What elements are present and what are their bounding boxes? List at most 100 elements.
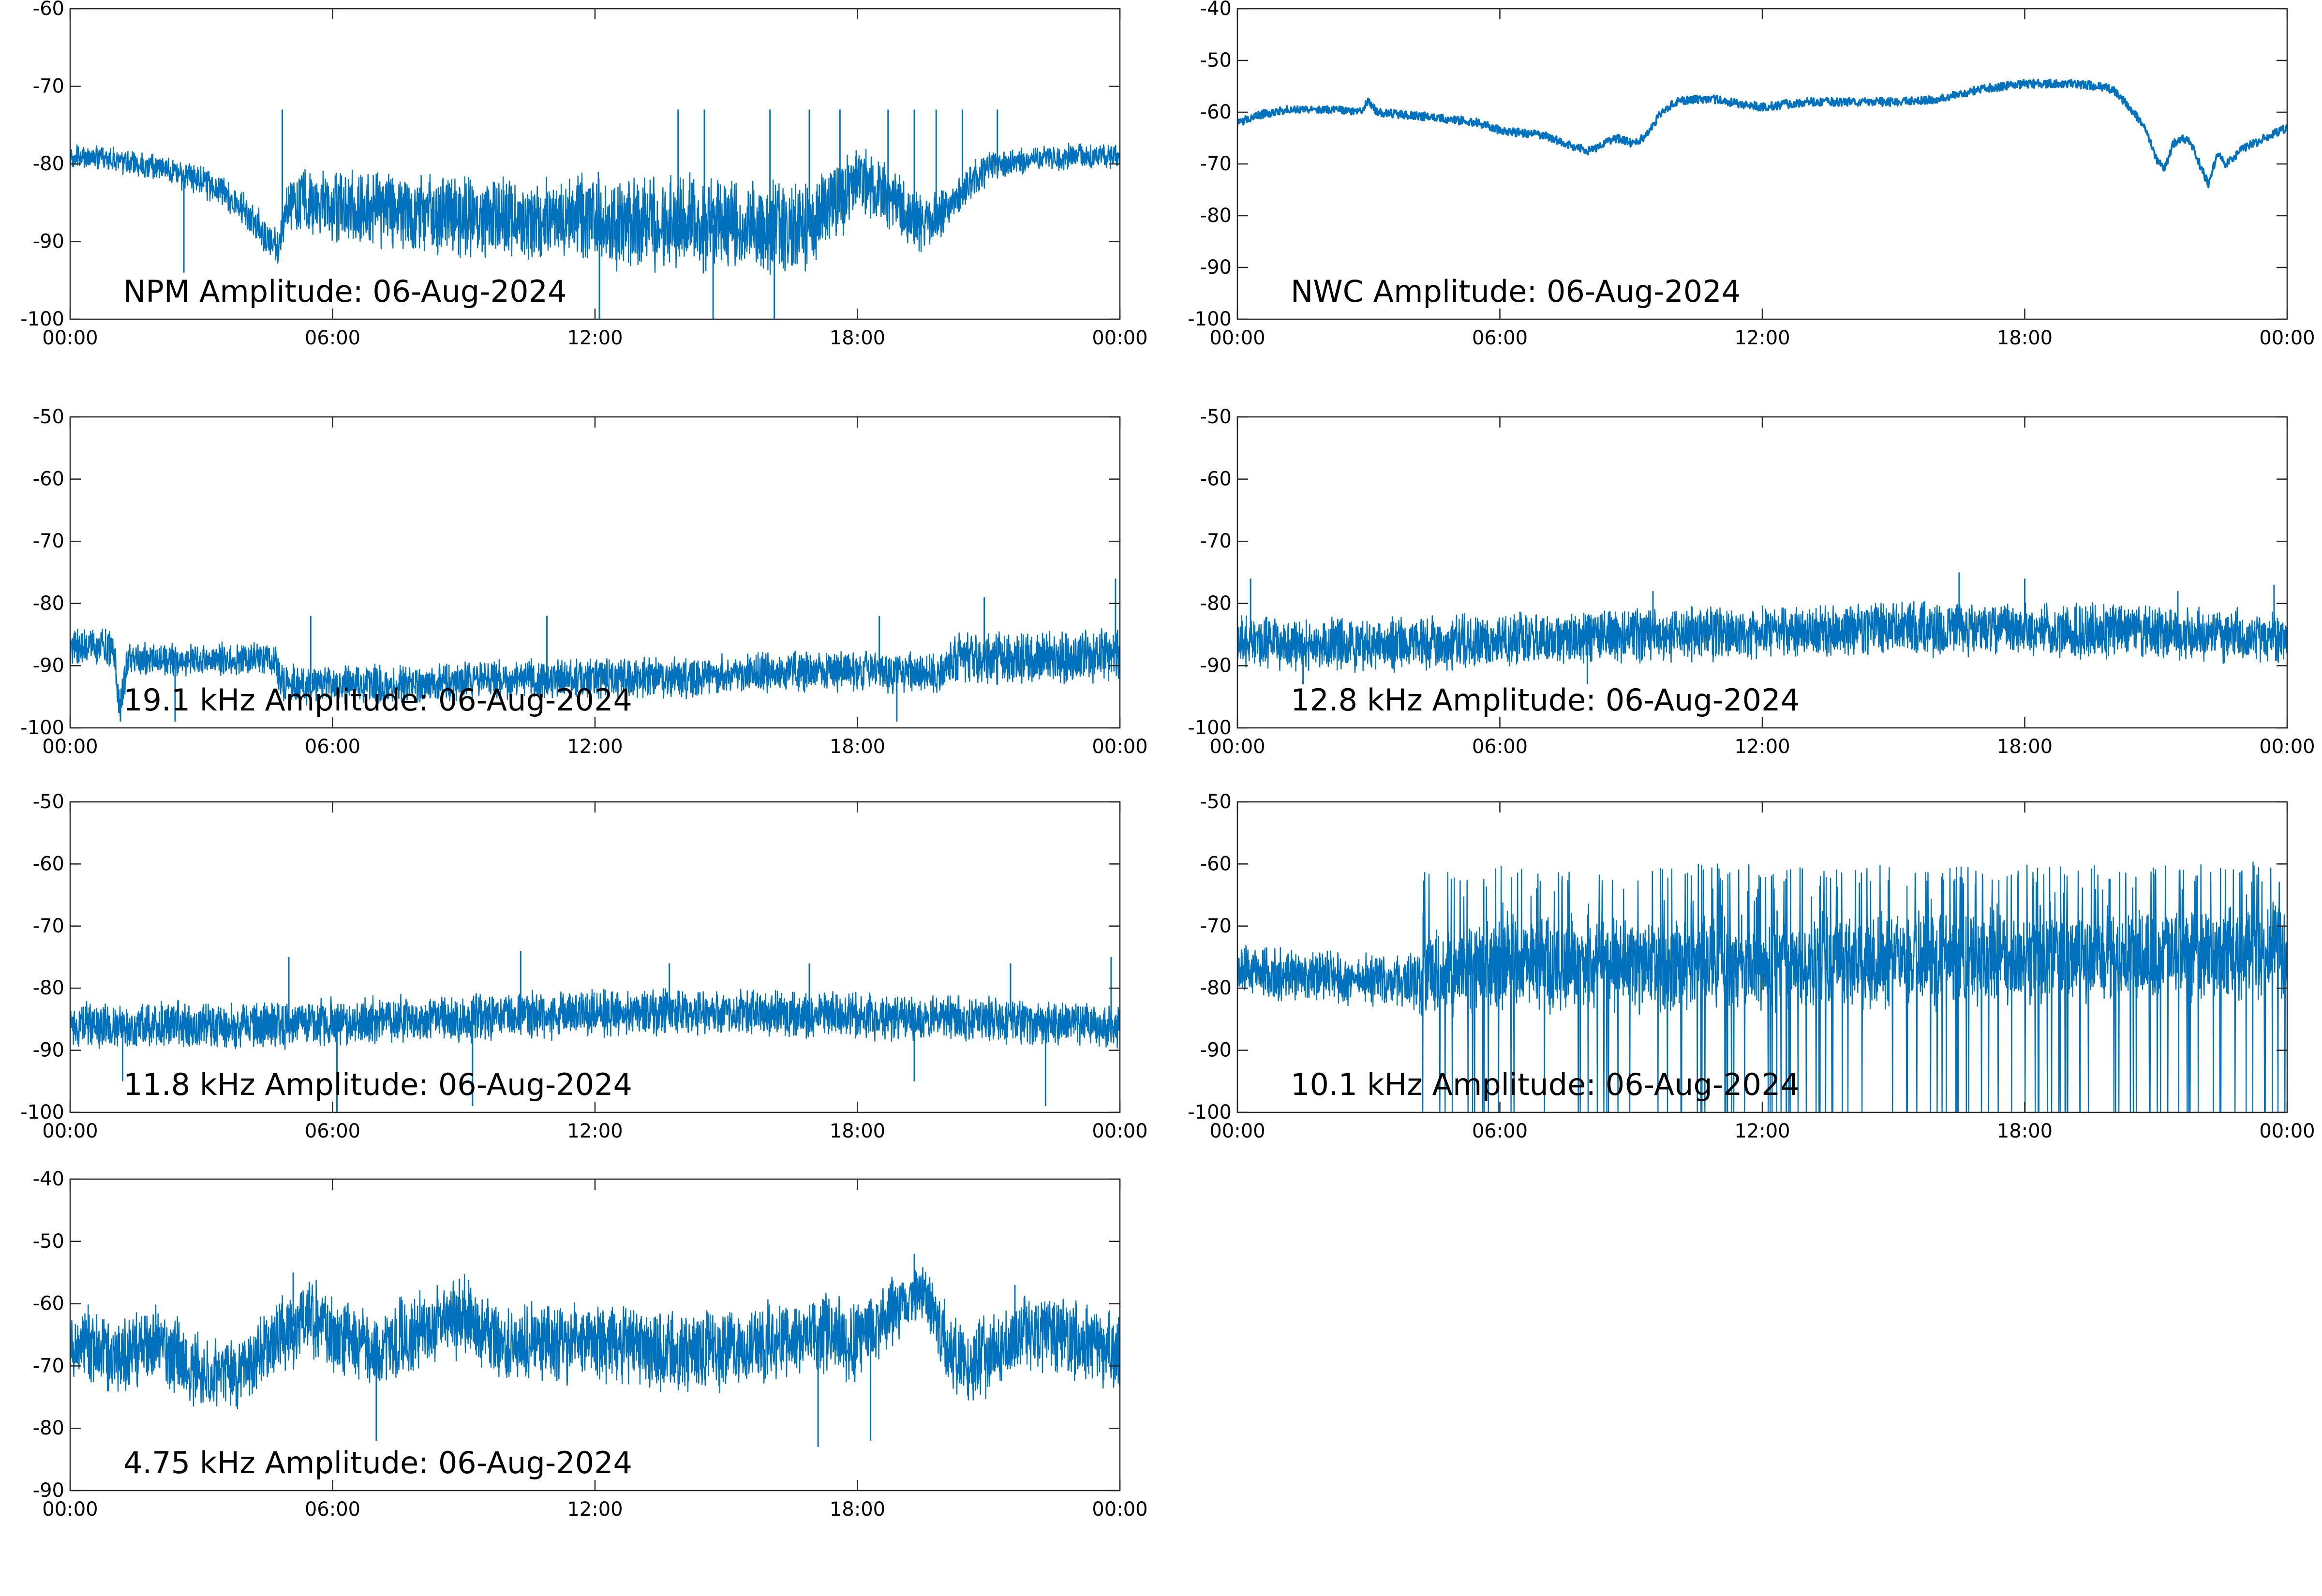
data-series-line (1237, 861, 2287, 1112)
x-tick-label: 00:00 (1092, 1498, 1147, 1521)
axes-box (1236, 416, 2288, 729)
y-tick-label: -60 (1200, 101, 1232, 123)
y-tick-label: -80 (33, 977, 64, 999)
chart-title: NWC Amplitude: 06-Aug-2024 (1291, 274, 1741, 309)
y-tick-label: -70 (33, 530, 64, 552)
data-series-line (70, 988, 1120, 1050)
x-tick-label: 00:00 (42, 1498, 98, 1521)
chart-title: 12.8 kHz Amplitude: 06-Aug-2024 (1291, 682, 1800, 718)
y-tick-label: -100 (1188, 717, 1232, 739)
x-tick-label: 18:00 (1997, 1120, 2053, 1142)
x-tick-label: 00:00 (1209, 327, 1265, 349)
x-tick-label: 18:00 (830, 1498, 885, 1521)
x-tick-label: 00:00 (42, 736, 98, 758)
y-tick-label: -90 (1200, 654, 1232, 677)
x-tick-label: 06:00 (1472, 327, 1528, 349)
y-tick-label: -60 (1200, 853, 1232, 875)
x-tick-label: 18:00 (830, 1120, 885, 1142)
chart-title: 11.8 kHz Amplitude: 06-Aug-2024 (123, 1067, 632, 1102)
axes-box (69, 801, 1121, 1113)
x-tick-label: 06:00 (305, 1120, 360, 1142)
x-tick-label: 00:00 (2259, 327, 2315, 349)
y-tick-label: -70 (1200, 530, 1232, 552)
x-tick-label: 18:00 (1997, 327, 2053, 349)
y-tick-label: -80 (33, 153, 64, 175)
y-tick-label: -80 (1200, 977, 1232, 999)
y-tick-label: -70 (33, 915, 64, 937)
x-tick-label: 12:00 (1734, 736, 1790, 758)
y-tick-label: -80 (1200, 205, 1232, 227)
y-tick-label: -90 (33, 1039, 64, 1062)
x-tick-label: 06:00 (1472, 1120, 1528, 1142)
y-tick-label: -60 (33, 1293, 64, 1315)
y-tick-label: -50 (1200, 49, 1232, 72)
y-tick-label: -100 (1188, 308, 1232, 330)
y-tick-label: -70 (1200, 915, 1232, 937)
y-tick-label: -100 (20, 717, 64, 739)
chart-title: 19.1 kHz Amplitude: 06-Aug-2024 (123, 682, 632, 718)
data-series-line (1237, 601, 2287, 673)
x-tick-label: 06:00 (305, 736, 360, 758)
y-tick-label: -60 (33, 0, 64, 20)
y-tick-label: -50 (1200, 791, 1232, 813)
chart-title: 4.75 kHz Amplitude: 06-Aug-2024 (123, 1445, 632, 1480)
x-tick-label: 00:00 (42, 327, 98, 349)
axes-box (1236, 8, 2288, 320)
x-tick-label: 12:00 (567, 327, 623, 349)
y-tick-label: -40 (33, 1168, 64, 1190)
y-tick-label: -90 (1200, 256, 1232, 279)
y-tick-label: -70 (1200, 153, 1232, 175)
y-tick-label: -90 (33, 1479, 64, 1502)
y-tick-label: -90 (33, 231, 64, 253)
y-tick-label: -90 (33, 654, 64, 677)
y-tick-label: -60 (1200, 468, 1232, 490)
y-tick-label: -80 (1200, 592, 1232, 615)
x-tick-label: 12:00 (1734, 1120, 1790, 1142)
x-tick-label: 12:00 (567, 736, 623, 758)
x-tick-label: 12:00 (1734, 327, 1790, 349)
x-tick-label: 06:00 (1472, 736, 1528, 758)
x-tick-label: 00:00 (1092, 1120, 1147, 1142)
x-tick-label: 00:00 (1092, 736, 1147, 758)
data-series-line (70, 1267, 1120, 1409)
y-tick-label: -50 (33, 406, 64, 428)
y-tick-label: -60 (33, 468, 64, 490)
x-tick-label: 06:00 (305, 1498, 360, 1521)
y-tick-label: -100 (1188, 1101, 1232, 1123)
y-tick-label: -40 (1200, 0, 1232, 20)
x-tick-label: 18:00 (1997, 736, 2053, 758)
x-tick-label: 18:00 (830, 327, 885, 349)
y-tick-label: -70 (33, 75, 64, 98)
x-tick-label: 12:00 (567, 1498, 623, 1521)
y-tick-label: -50 (33, 1230, 64, 1253)
x-tick-label: 00:00 (2259, 1120, 2315, 1142)
chart-title: NPM Amplitude: 06-Aug-2024 (123, 274, 566, 309)
data-series-line (70, 143, 1120, 275)
y-tick-label: -60 (33, 853, 64, 875)
y-tick-label: -90 (1200, 1039, 1232, 1062)
data-series-line (70, 628, 1120, 719)
x-tick-label: 00:00 (2259, 736, 2315, 758)
x-tick-label: 00:00 (42, 1120, 98, 1142)
y-tick-label: -80 (33, 592, 64, 615)
x-tick-label: 06:00 (305, 327, 360, 349)
x-tick-label: 00:00 (1209, 1120, 1265, 1142)
y-tick-label: -100 (20, 308, 64, 330)
data-series-line (1237, 78, 2287, 189)
y-tick-label: -80 (33, 1417, 64, 1439)
x-tick-label: 18:00 (830, 736, 885, 758)
y-tick-label: -70 (33, 1355, 64, 1377)
y-tick-label: -50 (1200, 406, 1232, 428)
x-tick-label: 12:00 (567, 1120, 623, 1142)
chart-title: 10.1 kHz Amplitude: 06-Aug-2024 (1291, 1067, 1800, 1102)
x-tick-label: 00:00 (1092, 327, 1147, 349)
y-tick-label: -50 (33, 791, 64, 813)
